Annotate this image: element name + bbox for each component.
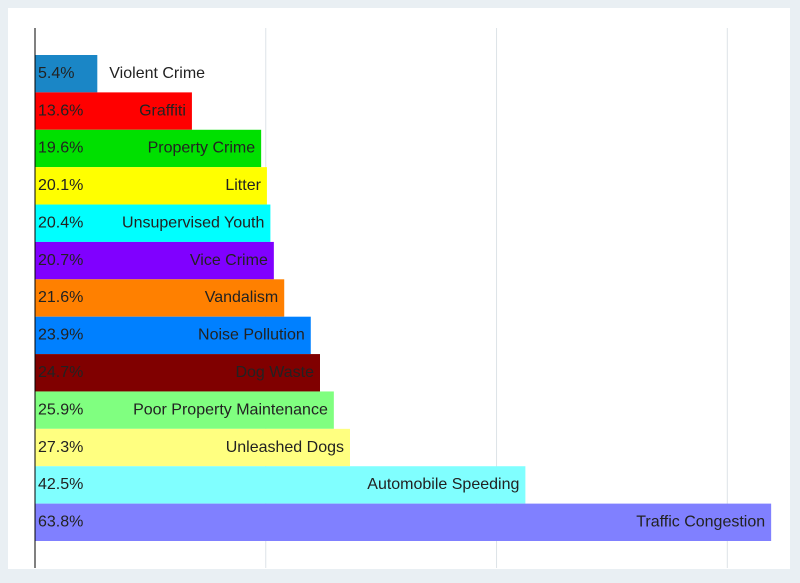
value-label: 63.8% — [38, 514, 83, 531]
bar — [35, 391, 334, 429]
bar — [35, 428, 350, 467]
category-label: Unleashed Dogs — [226, 439, 344, 456]
category-label: Automobile Speeding — [367, 476, 519, 493]
category-label: Graffiti — [139, 102, 186, 119]
category-label: Litter — [225, 177, 261, 194]
bar — [35, 55, 98, 93]
bar — [35, 503, 772, 541]
value-label: 20.7% — [38, 252, 83, 269]
value-label: 25.9% — [38, 401, 83, 418]
category-label: Vice Crime — [190, 252, 268, 269]
category-label: Property Crime — [148, 140, 256, 157]
category-label: Vandalism — [205, 289, 279, 306]
value-label: 27.3% — [38, 439, 83, 456]
bar — [35, 279, 285, 317]
bar — [35, 241, 274, 280]
value-label: 5.4% — [38, 65, 74, 82]
value-label: 20.4% — [38, 214, 83, 231]
bar — [35, 466, 526, 504]
value-label: 23.9% — [38, 327, 83, 344]
value-label: 21.6% — [38, 289, 83, 306]
bar — [35, 167, 267, 205]
value-label: 42.5% — [38, 476, 83, 493]
category-label: Unsupervised Youth — [122, 214, 264, 231]
bar — [35, 316, 311, 355]
bar — [35, 129, 262, 168]
value-label: 24.7% — [38, 364, 83, 381]
category-label: Violent Crime — [109, 65, 205, 82]
bar — [35, 92, 192, 130]
category-label: Poor Property Maintenance — [133, 401, 328, 418]
category-label: Noise Pollution — [198, 327, 305, 344]
value-label: 19.6% — [38, 140, 83, 157]
category-label: Dog Waste — [235, 364, 314, 381]
category-label: Traffic Congestion — [636, 514, 765, 531]
value-label: 20.1% — [38, 177, 83, 194]
bar — [35, 204, 271, 242]
bar — [35, 354, 320, 392]
value-label: 13.6% — [38, 102, 83, 119]
